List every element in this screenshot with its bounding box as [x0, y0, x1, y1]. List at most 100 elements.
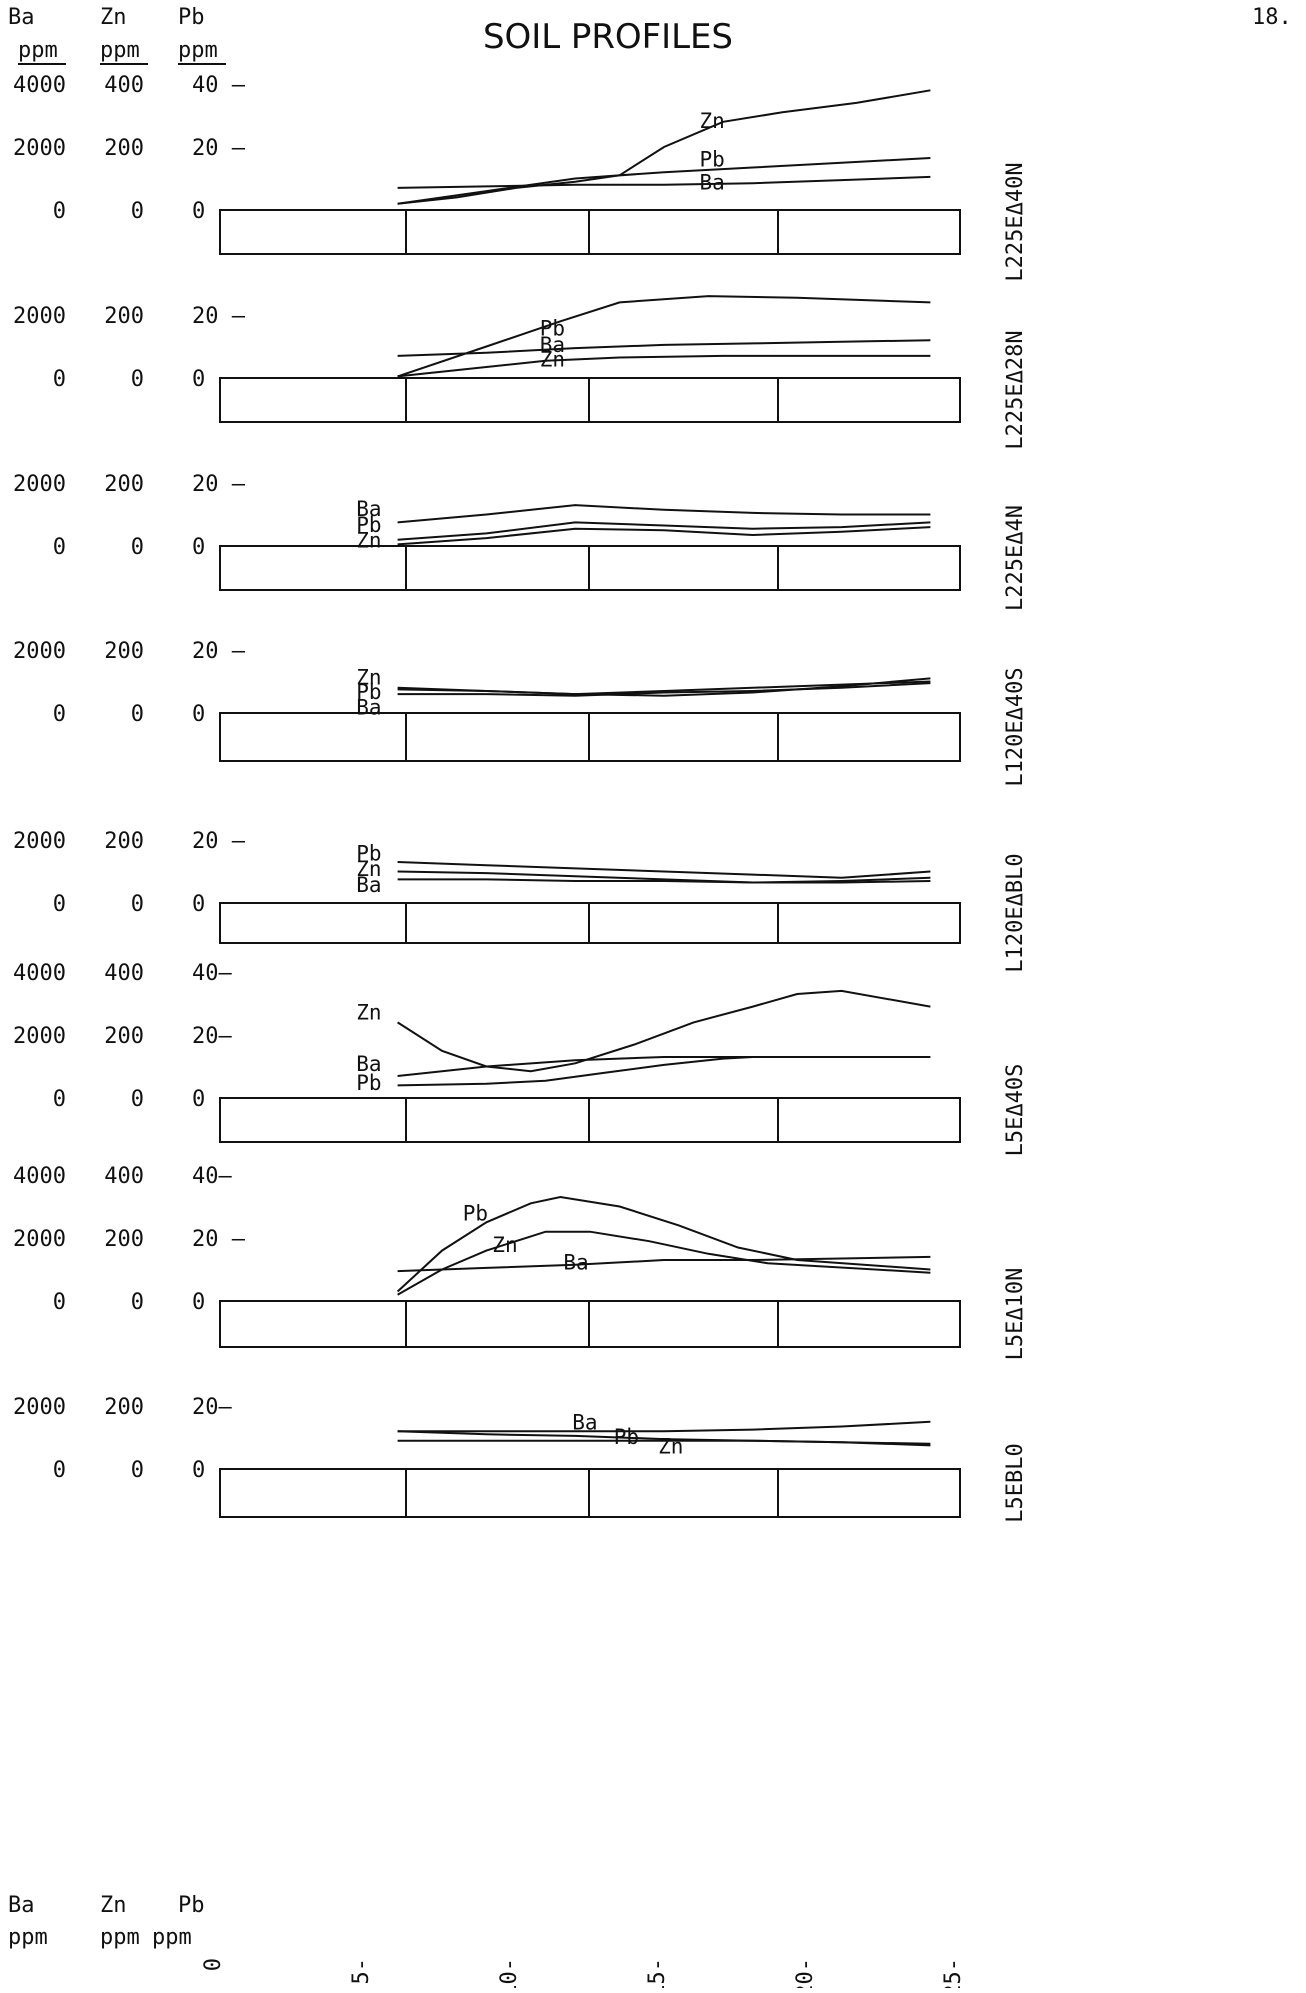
series-label-ba: Ba [356, 1052, 381, 1076]
y-tick-ba: 0 [53, 1290, 66, 1315]
series-line-zn [397, 354, 931, 378]
series-line-ba [397, 677, 931, 697]
x-tick-label: 10- [497, 1958, 522, 1988]
header-ba-element: Ba [8, 5, 35, 30]
y-tick-ba: 0 [53, 892, 66, 917]
y-tick-pb: 20— [192, 1395, 232, 1420]
series-line-pb [397, 682, 931, 697]
y-tick-ba: 0 [53, 367, 66, 392]
y-tick-zn: 200 [104, 1395, 144, 1420]
series-label-zn: Zn [356, 529, 381, 553]
header-pb-element: Pb [178, 5, 205, 30]
series-label-ba: Ba [356, 873, 381, 897]
y-tick-pb: 20 – [192, 1227, 246, 1252]
series-line-pb [397, 295, 931, 378]
y-tick-pb: 0 [192, 1290, 205, 1315]
y-tick-ba: 2000 [13, 472, 66, 497]
series-line-zn [397, 89, 931, 205]
footer-pb-unit: ppm [152, 1925, 192, 1950]
series-label-pb: Pb [463, 1202, 488, 1226]
series-label-pb: Pb [356, 1071, 381, 1095]
y-tick-ba: 0 [53, 199, 66, 224]
footer-ba-element: Ba [8, 1893, 35, 1918]
series-label-zn: Zn [356, 857, 381, 881]
footer-pb-element: Pb [178, 1893, 205, 1918]
y-tick-ba: 2000 [13, 829, 66, 854]
series-label-ba: Ba [356, 497, 381, 521]
y-tick-pb: 20— [192, 1024, 232, 1049]
profile-line-title: L225EΔ4N [1003, 505, 1028, 611]
y-tick-zn: 200 [104, 1024, 144, 1049]
y-tick-pb: 20 – [192, 472, 246, 497]
page-number: 18. [1252, 5, 1292, 30]
series-line-pb [396, 1195, 931, 1293]
y-tick-pb: 0 [192, 892, 205, 917]
profile-line-title: L5EΔ40S [1003, 1064, 1028, 1157]
y-tick-zn: 0 [131, 1087, 144, 1112]
y-tick-ba: 4000 [13, 1164, 66, 1189]
y-tick-pb: 40— [192, 1164, 232, 1189]
y-tick-zn: 400 [104, 961, 144, 986]
y-tick-ba: 0 [53, 702, 66, 727]
profile-line-title: L120EΔ40S [1003, 667, 1028, 786]
series-line-ba [397, 504, 931, 524]
y-tick-zn: 0 [131, 535, 144, 560]
series-label-pb: Pb [356, 680, 381, 704]
x-tick-label: 15- [645, 1958, 670, 1988]
y-tick-zn: 200 [104, 639, 144, 664]
series-label-zn: Zn [540, 348, 565, 372]
y-tick-pb: 20 – [192, 136, 246, 161]
y-tick-ba: 4000 [13, 961, 66, 986]
series-label-zn: Zn [492, 1233, 517, 1257]
y-tick-ba: 2000 [13, 136, 66, 161]
series-label-zn: Zn [356, 666, 381, 690]
y-tick-pb: 0 [192, 1458, 205, 1483]
profile-line-title: L225EΔ40N [1003, 162, 1028, 281]
y-tick-zn: 0 [131, 367, 144, 392]
profile-line-title: L5EBL0 [1003, 1443, 1028, 1522]
series-line-pb [397, 521, 931, 541]
series-label-ba: Ba [572, 1411, 597, 1435]
y-tick-zn: 0 [131, 702, 144, 727]
series-line-zn [397, 989, 931, 1073]
y-tick-ba: 2000 [13, 1024, 66, 1049]
y-tick-ba: 4000 [13, 73, 66, 98]
footer-zn-element: Zn [100, 1893, 127, 1918]
y-tick-zn: 200 [104, 304, 144, 329]
series-line-pb [397, 1056, 753, 1087]
series-label-zn: Zn [700, 109, 725, 133]
profile-panel: 0 0 0 2000 200 20— Ba Pb Zn L5EBL0 [13, 1395, 1028, 1523]
x-tick-label: 5- [349, 1958, 374, 1985]
y-tick-ba: 2000 [13, 304, 66, 329]
y-tick-pb: 20 – [192, 304, 246, 329]
series-label-ba: Ba [700, 171, 725, 195]
series-line-pb [397, 157, 931, 205]
profile-line-title: L225EΔ28N [1003, 330, 1028, 449]
series-line-ba [397, 1056, 931, 1077]
y-tick-pb: 0 [192, 199, 205, 224]
y-tick-pb: 0 [192, 535, 205, 560]
y-tick-ba: 2000 [13, 639, 66, 664]
y-tick-zn: 400 [104, 1164, 144, 1189]
series-line-zn [397, 1439, 931, 1447]
series-line-zn [397, 870, 931, 884]
y-tick-pb: 40 – [192, 73, 246, 98]
footer-zn-unit: ppm [100, 1925, 140, 1950]
x-axis-ticks: 0 5- 10- 15- 20- 25- [201, 1958, 966, 1993]
y-tick-ba: 0 [53, 1458, 66, 1483]
series-line-zn [397, 526, 931, 546]
series-label-ba: Ba [563, 1251, 588, 1275]
series-label-pb: Pb [614, 1425, 639, 1449]
y-tick-zn: 200 [104, 472, 144, 497]
y-tick-zn: 0 [131, 1290, 144, 1315]
series-line-pb [397, 861, 931, 879]
x-tick-label: 25- [941, 1958, 966, 1988]
header-zn-element: Zn [100, 5, 127, 30]
